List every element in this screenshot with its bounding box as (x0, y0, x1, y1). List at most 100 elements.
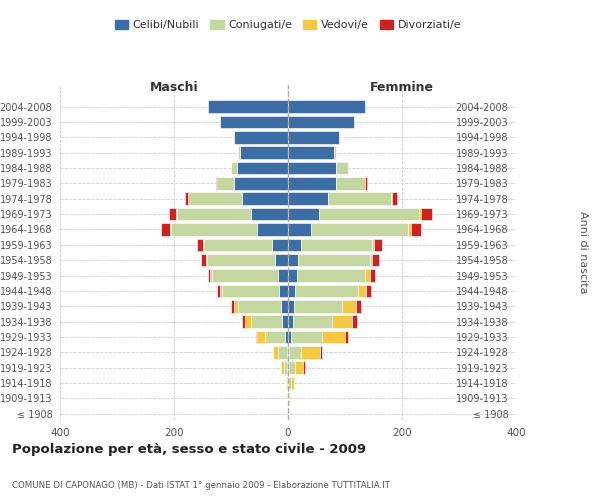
Bar (288, 300, 294, 312)
Bar (288, 238, 301, 251)
Bar (391, 192, 392, 205)
Bar (231, 162, 236, 174)
Bar (288, 330, 291, 344)
Bar (365, 269, 370, 282)
Bar (257, 223, 288, 236)
Bar (370, 269, 375, 282)
Bar (322, 330, 345, 344)
Bar (337, 162, 348, 174)
Bar (234, 300, 238, 312)
Bar (223, 284, 280, 297)
Bar (206, 254, 207, 266)
Bar (211, 269, 212, 282)
Bar (188, 192, 242, 205)
Bar (238, 146, 239, 159)
Bar (301, 346, 320, 358)
Bar (233, 131, 234, 143)
Bar (231, 300, 234, 312)
Bar (296, 269, 365, 282)
Bar (288, 269, 296, 282)
Bar (421, 208, 432, 220)
Bar (288, 362, 289, 374)
Bar (288, 177, 337, 190)
Bar (288, 116, 353, 128)
Bar (372, 238, 373, 251)
Bar (295, 362, 304, 374)
Text: COMUNE DI CAPONAGO (MB) - Dati ISTAT 1° gennaio 2009 - Elaborazione TUTTITALIA.I: COMUNE DI CAPONAGO (MB) - Dati ISTAT 1° … (12, 480, 390, 490)
Bar (275, 254, 288, 266)
Bar (288, 316, 293, 328)
Bar (281, 362, 284, 374)
Bar (294, 300, 342, 312)
Bar (251, 208, 288, 220)
Bar (288, 192, 328, 205)
Bar (161, 223, 170, 236)
Bar (298, 254, 370, 266)
Bar (345, 330, 348, 344)
Bar (289, 346, 301, 358)
Bar (352, 316, 357, 328)
Bar (408, 223, 410, 236)
Bar (220, 116, 288, 128)
Bar (272, 346, 278, 358)
Bar (370, 254, 373, 266)
Bar (215, 177, 217, 190)
Bar (291, 377, 294, 390)
Bar (242, 316, 245, 328)
Bar (238, 300, 281, 312)
Bar (251, 316, 283, 328)
Bar (334, 146, 337, 159)
Bar (332, 316, 352, 328)
Bar (208, 100, 288, 113)
Bar (281, 300, 288, 312)
Bar (197, 238, 203, 251)
Bar (366, 284, 371, 297)
Bar (284, 362, 287, 374)
Bar (278, 269, 288, 282)
Bar (287, 362, 288, 374)
Bar (337, 177, 365, 190)
Bar (301, 238, 372, 251)
Bar (234, 177, 288, 190)
Bar (304, 362, 305, 374)
Bar (288, 146, 334, 159)
Bar (288, 346, 289, 358)
Bar (365, 177, 367, 190)
Bar (236, 162, 288, 174)
Bar (208, 269, 211, 282)
Bar (392, 192, 397, 205)
Bar (287, 346, 288, 358)
Bar (288, 284, 295, 297)
Bar (288, 208, 319, 220)
Bar (217, 177, 234, 190)
Bar (176, 208, 177, 220)
Bar (239, 146, 288, 159)
Bar (256, 330, 257, 344)
Bar (358, 284, 366, 297)
Bar (171, 223, 257, 236)
Bar (288, 254, 298, 266)
Bar (289, 392, 290, 405)
Bar (207, 254, 275, 266)
Bar (295, 284, 358, 297)
Bar (280, 284, 288, 297)
Bar (287, 377, 288, 390)
Bar (185, 192, 188, 205)
Bar (257, 330, 265, 344)
Text: Femmine: Femmine (370, 81, 434, 94)
Bar (291, 330, 322, 344)
Bar (234, 131, 288, 143)
Bar (220, 284, 223, 297)
Bar (373, 238, 382, 251)
Bar (202, 254, 206, 266)
Bar (328, 192, 391, 205)
Bar (203, 238, 272, 251)
Bar (278, 346, 287, 358)
Bar (289, 362, 295, 374)
Bar (286, 377, 287, 390)
Bar (169, 208, 176, 220)
Bar (373, 254, 379, 266)
Bar (319, 208, 419, 220)
Bar (283, 316, 288, 328)
Bar (288, 162, 337, 174)
